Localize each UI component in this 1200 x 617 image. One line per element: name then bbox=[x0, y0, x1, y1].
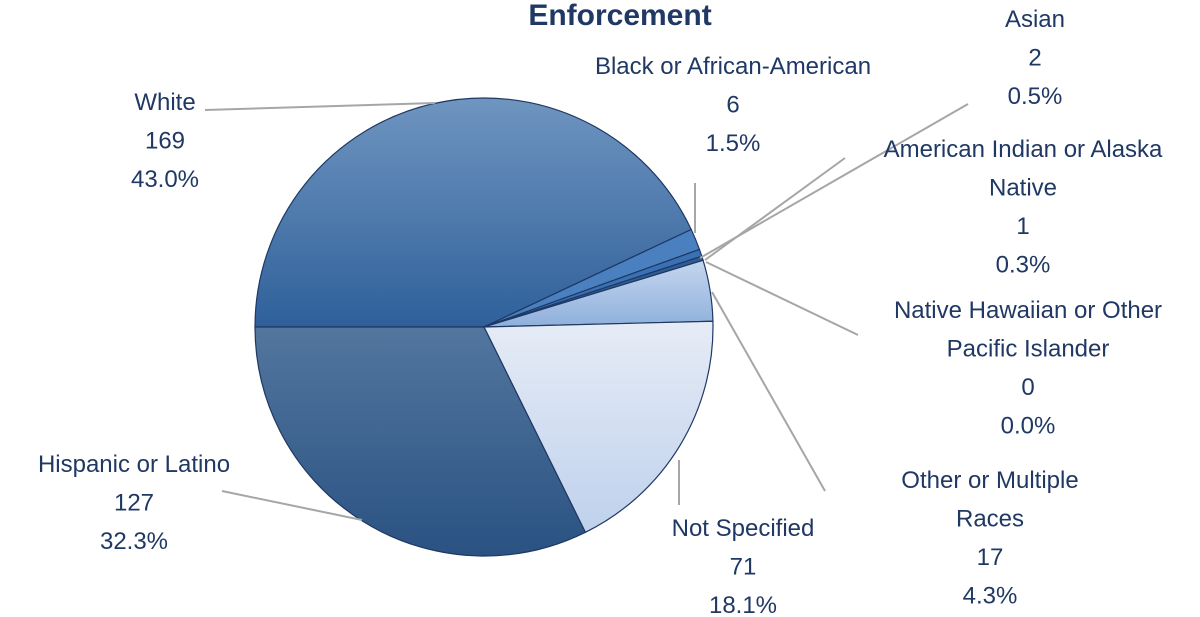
slice-count: 127 bbox=[114, 490, 154, 517]
slice-name: Native bbox=[989, 175, 1057, 202]
leader-line bbox=[705, 261, 859, 336]
label-native-hawaiian-or-other-pacific-islander: Native Hawaiian or Other Pacific Islander… bbox=[894, 297, 1162, 440]
leader-lines bbox=[204, 102, 969, 521]
leader-line bbox=[204, 102, 436, 111]
slice-percent: 1.5% bbox=[706, 130, 761, 157]
slice-name: Hispanic or Latino bbox=[38, 451, 230, 478]
chart-title: Enforcement bbox=[528, 0, 711, 32]
slice-name: Other or Multiple bbox=[901, 467, 1078, 494]
slice-percent: 4.3% bbox=[963, 583, 1018, 610]
slice-name: Not Specified bbox=[672, 515, 815, 542]
pie-slice-not-specified bbox=[483, 320, 714, 534]
leader-line bbox=[711, 291, 826, 492]
label-black-or-african-american: Black or African-American 6 1.5% bbox=[595, 53, 871, 157]
slice-percent: 0.5% bbox=[1008, 83, 1063, 110]
slice-percent: 43.0% bbox=[131, 166, 199, 193]
slice-percent: 0.3% bbox=[996, 252, 1051, 279]
label-other-or-multiple-races: Other or Multiple Races 17 4.3% bbox=[901, 467, 1078, 610]
leader-line bbox=[221, 490, 363, 521]
pie-slices bbox=[254, 97, 714, 557]
label-not-specified: Not Specified 71 18.1% bbox=[672, 515, 815, 617]
label-white: White 169 43.0% bbox=[131, 89, 199, 193]
slice-percent: 18.1% bbox=[709, 592, 777, 617]
slice-labels: White 169 43.0% Black or African-American 6 1… bbox=[38, 6, 1163, 617]
slice-count: 169 bbox=[145, 128, 185, 155]
slice-percent: 0.0% bbox=[1001, 413, 1056, 440]
leader-line bbox=[704, 157, 846, 261]
slice-count: 6 bbox=[726, 92, 739, 119]
slice-count: 0 bbox=[1021, 374, 1034, 401]
label-american-indian-or-alaska-native: American Indian or Alaska Native 1 0.3% bbox=[884, 136, 1163, 279]
slice-name: American Indian or Alaska bbox=[884, 136, 1163, 163]
slice-name: White bbox=[134, 89, 195, 116]
slice-name: Pacific Islander bbox=[947, 336, 1110, 363]
slice-name: Black or African-American bbox=[595, 53, 871, 80]
pie-slice-hispanic-or-latino bbox=[254, 326, 587, 557]
label-asian: Asian 2 0.5% bbox=[1005, 6, 1065, 110]
slice-count: 71 bbox=[730, 554, 757, 581]
slice-percent: 32.3% bbox=[100, 528, 168, 555]
slice-count: 1 bbox=[1016, 213, 1029, 240]
slice-count: 17 bbox=[977, 544, 1004, 571]
label-hispanic-or-latino: Hispanic or Latino 127 32.3% bbox=[38, 451, 230, 555]
slice-name: Asian bbox=[1005, 6, 1065, 33]
slice-name: Native Hawaiian or Other bbox=[894, 297, 1162, 324]
slice-count: 2 bbox=[1028, 45, 1041, 72]
slice-name: Races bbox=[956, 506, 1024, 533]
